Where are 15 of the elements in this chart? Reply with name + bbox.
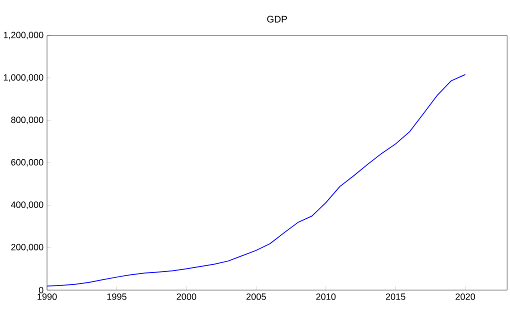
x-tick-label: 1990 <box>38 293 57 300</box>
x-tick-label: 2020 <box>456 293 476 300</box>
x-tick-label: 1995 <box>107 293 126 300</box>
x-tick-label: 2015 <box>386 293 406 300</box>
y-tick-label: 600,000 <box>11 158 44 166</box>
x-tick-label: 2005 <box>246 293 266 300</box>
x-tick-label: 2000 <box>176 293 196 300</box>
chart-title: GDP <box>267 16 287 22</box>
y-tick-label: 800,000 <box>11 116 44 124</box>
y-tick-label: 1,000,000 <box>4 74 44 82</box>
y-tick-label: 1,200,000 <box>4 32 44 40</box>
y-tick-label: 400,000 <box>10 201 44 209</box>
y-tick-label: 0 <box>38 286 44 294</box>
x-tick-label: 2010 <box>316 293 336 300</box>
y-tick-label: 200,000 <box>11 244 44 252</box>
